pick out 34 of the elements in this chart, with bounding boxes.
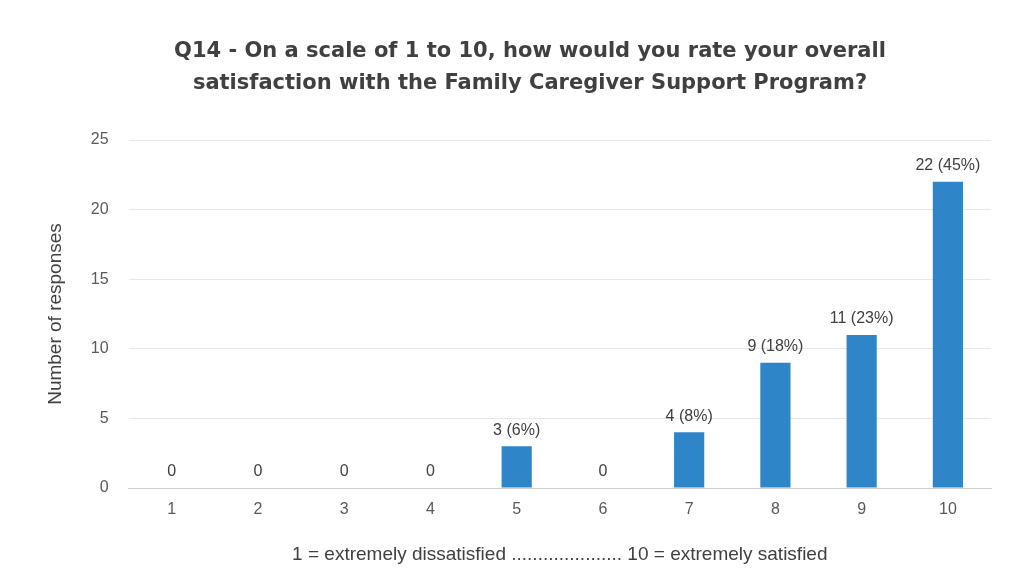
data-label: 3 (6%) [493, 420, 541, 438]
x-axis-title: 1 = extremely dissatisfied ..................... 10 = extremely satisfied [292, 542, 828, 564]
x-tick-label: 6 [598, 500, 608, 518]
x-tick-label: 9 [857, 500, 867, 518]
x-tick-label: 8 [770, 500, 780, 518]
data-label: 0 [253, 462, 263, 480]
x-tick-label: 2 [253, 500, 263, 518]
data-label: 22 (45%) [915, 156, 981, 174]
data-label: 0 [598, 462, 608, 480]
bar [760, 362, 791, 488]
y-tick-label: 5 [99, 408, 109, 426]
data-label: 4 (8%) [665, 406, 713, 424]
data-label: 0 [339, 462, 349, 480]
y-tick-label: 0 [99, 478, 109, 496]
x-tick-label: 1 [167, 500, 177, 518]
bar [846, 334, 877, 488]
x-tick-label: 3 [339, 500, 349, 518]
bar [932, 181, 963, 488]
bar [501, 446, 532, 488]
x-tick-label: 10 [938, 500, 957, 518]
bar [674, 432, 705, 488]
data-label: 0 [425, 462, 435, 480]
x-tick-label: 5 [512, 500, 522, 518]
x-tick-label: 4 [425, 500, 435, 518]
y-axis-title: Number of responses [43, 223, 65, 405]
y-tick-label: 20 [90, 200, 109, 218]
y-tick-label: 10 [90, 339, 109, 357]
y-tick-label: 25 [90, 130, 109, 148]
data-label: 9 (18%) [747, 337, 804, 355]
data-label: 11 (23%) [829, 309, 894, 327]
chart-title: Q14 - On a scale of 1 to 10, how would you rate your overall satisfaction with the Family Caregiver Support Program? [173, 37, 887, 96]
x-tick-label: 7 [684, 500, 694, 518]
y-tick-label: 15 [90, 269, 109, 287]
data-label: 0 [167, 462, 177, 480]
